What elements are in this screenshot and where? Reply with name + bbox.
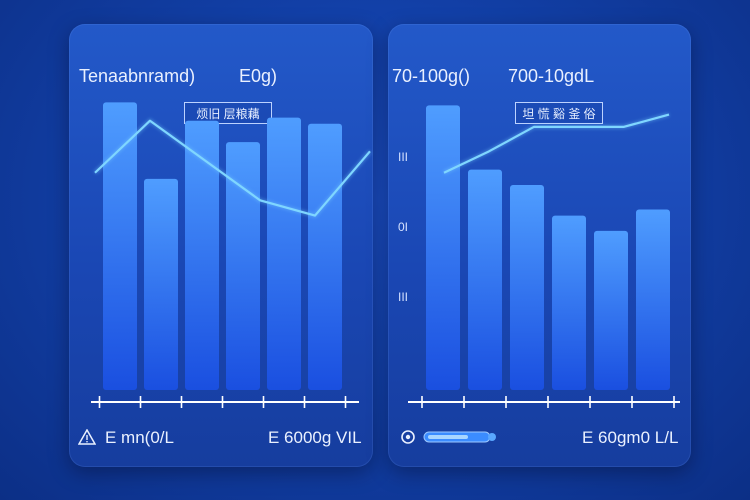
bar: [185, 120, 219, 390]
bar: [226, 142, 260, 390]
chart-title: 70-100g(): [392, 66, 471, 86]
bar: [144, 178, 178, 390]
footer-right-text: E 6000g VIL: [268, 428, 362, 447]
bar-chart-right: [408, 105, 680, 408]
chart-panel-left: Tenaabnramd) E0g) 烦旧 层粮藕 E mn(0/L E 6000…: [69, 24, 373, 467]
footer-right-text: E 60gm0 L/L: [582, 428, 679, 447]
y-tick-label: 0I: [398, 220, 409, 234]
bar: [636, 209, 670, 390]
series-line: [94, 119, 371, 217]
bar-chart-left: [91, 102, 372, 408]
bar: [103, 102, 137, 391]
y-tick-label: III: [398, 290, 409, 304]
bar: [308, 123, 342, 390]
chart-title: Tenaabnramd): [79, 66, 196, 86]
unit-label: E0g): [239, 66, 278, 86]
series-line: [443, 113, 670, 174]
legend: 烦旧 层粮藕: [184, 102, 272, 124]
y-tick-label: III: [398, 150, 409, 164]
slider-icon[interactable]: [422, 430, 498, 444]
legend-label: 坦 慌 谿 釜 俗: [522, 106, 596, 121]
legend-label: 烦旧 层粮藕: [196, 106, 260, 121]
bar: [468, 169, 502, 390]
bar: [510, 184, 544, 390]
bar: [426, 105, 460, 391]
unit-label: 700-10gdL: [508, 66, 595, 86]
bar: [552, 215, 586, 390]
chart-panel-right: 70-100g() 700-10gdL 坦 慌 谿 釜 俗 III 0I III…: [388, 24, 691, 467]
legend: 坦 慌 谿 釜 俗: [515, 102, 603, 124]
footer-left-text: E mn(0/L: [105, 428, 174, 447]
bar: [594, 230, 628, 390]
bar: [267, 117, 301, 390]
warning-icon: [78, 429, 96, 445]
gear-icon: [401, 430, 415, 444]
